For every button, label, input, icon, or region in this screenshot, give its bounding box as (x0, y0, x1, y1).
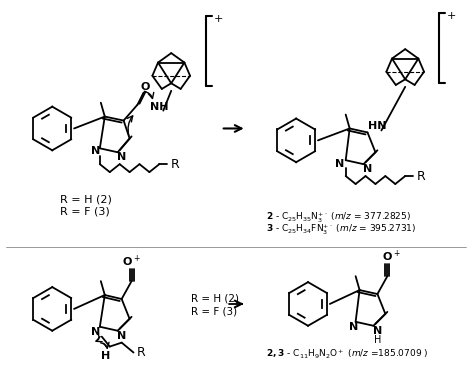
Text: +: + (447, 11, 456, 22)
Text: N: N (349, 322, 358, 332)
Text: N: N (117, 152, 126, 162)
Text: N: N (335, 159, 345, 169)
Text: O$^+$: O$^+$ (382, 249, 401, 264)
Text: O$^+$: O$^+$ (122, 254, 141, 269)
Text: O: O (141, 82, 150, 92)
Text: N: N (91, 146, 100, 156)
Text: R = F (3): R = F (3) (191, 307, 237, 317)
Text: +: + (214, 14, 224, 25)
Text: R: R (417, 169, 426, 183)
Text: NH: NH (150, 102, 169, 112)
Text: R = H (2): R = H (2) (191, 294, 239, 304)
Text: $\mathbf{3}$ - C$_{25}$H$_{34}$FN$_3^{+\cdot}$ ($\it{m/z}$ = 395.2731): $\mathbf{3}$ - C$_{25}$H$_{34}$FN$_3^{+\… (266, 223, 417, 237)
Text: R = H (2): R = H (2) (60, 195, 112, 205)
Text: $\mathbf{2}$ - C$_{25}$H$_{35}$N$_3^{+\cdot}$ ($\it{m/z}$ = 377.2825): $\mathbf{2}$ - C$_{25}$H$_{35}$N$_3^{+\c… (266, 210, 411, 225)
Text: H: H (374, 335, 381, 345)
Text: N: N (117, 330, 126, 341)
Text: R: R (171, 158, 180, 171)
Text: N: N (91, 327, 100, 337)
Text: HN: HN (368, 122, 387, 131)
Text: $\mathbf{2, 3}$ - C$_{11}$H$_9$N$_2$O$^+$ ($\it{m/z}$ =185.0709 ): $\mathbf{2, 3}$ - C$_{11}$H$_9$N$_2$O$^+… (266, 348, 429, 361)
Text: H: H (101, 351, 110, 362)
Text: R = F (3): R = F (3) (60, 207, 110, 217)
Text: N: N (373, 326, 382, 336)
Text: N: N (363, 164, 372, 174)
Text: R: R (137, 346, 146, 359)
